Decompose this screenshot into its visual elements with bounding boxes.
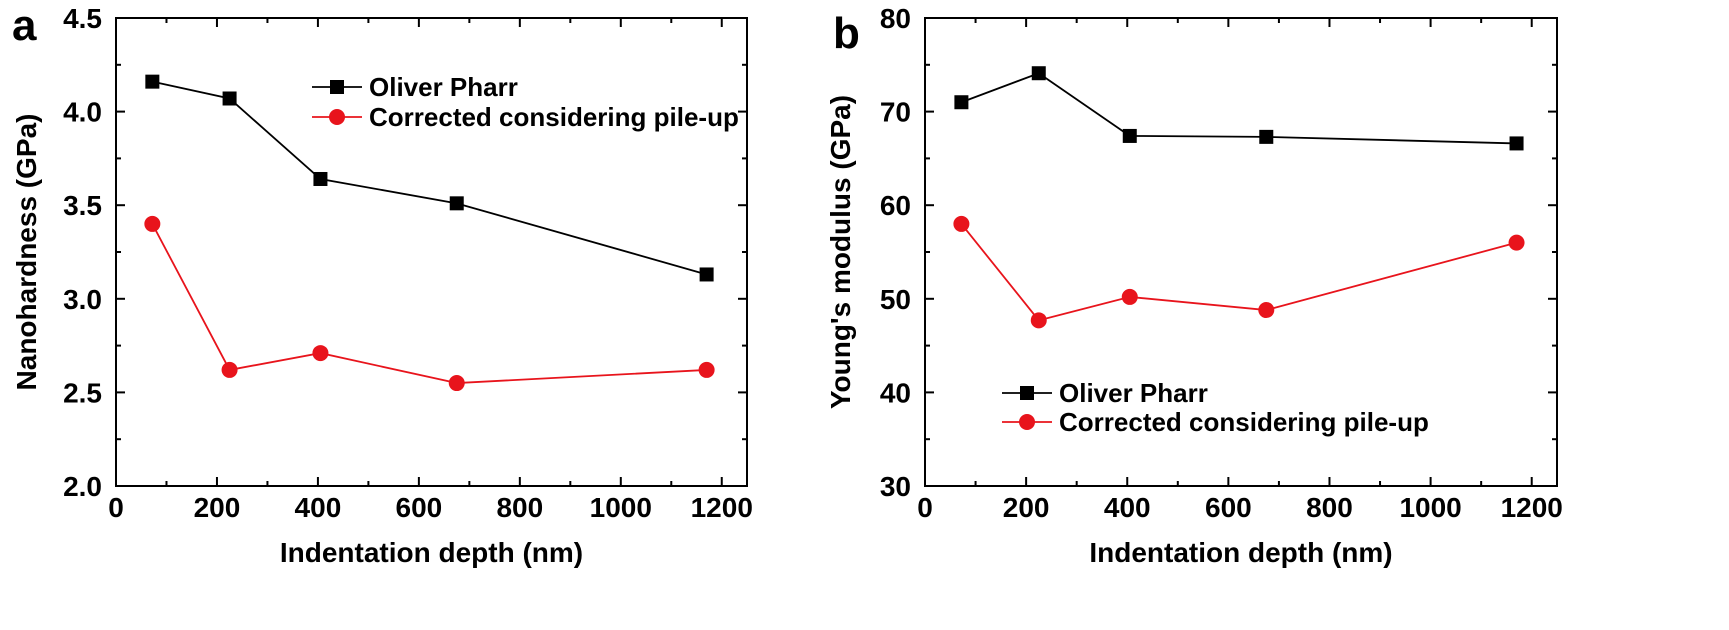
panel-a-panel-label: a	[12, 1, 37, 50]
panel-b-series-oliver-pharr-point	[1122, 128, 1137, 143]
panel-a-y-tick-label: 4.5	[63, 3, 102, 34]
panel-b-y-tick-label: 80	[880, 3, 911, 34]
panel-b-x-tick-label: 0	[917, 492, 933, 523]
panel-a-x-tick-label: 400	[295, 492, 342, 523]
panel-a-series-corrected-line	[151, 223, 707, 384]
panel-a-x-tick-label: 200	[194, 492, 241, 523]
panel-b-series-oliver-pharr-point	[1509, 136, 1524, 151]
panel-b-legend-marker	[1020, 386, 1034, 400]
panel-b-legend-marker	[1019, 414, 1035, 430]
panel-a-x-tick-label: 800	[496, 492, 543, 523]
panel-b-x-tick-label: 200	[1003, 492, 1050, 523]
panel-a-y-tick-label: 3.5	[63, 190, 102, 221]
panel-a-y-tick-label: 2.0	[63, 471, 102, 502]
panel-a-legend-label: Oliver Pharr	[369, 72, 518, 102]
panel-b-series-oliver-pharr-point	[1031, 66, 1046, 81]
panel-a: 0 200 400 600 800 1000 1200 2.0 2.5 3.0 3.5 4.0 4.5 I…	[11, 1, 753, 568]
panel-b-panel-label: b	[833, 9, 860, 58]
panel-a-series-corrected-point	[312, 345, 329, 362]
panel-b-x-tick-label: 800	[1306, 492, 1353, 523]
panel-a-legend-label: Corrected considering pile-up	[369, 102, 739, 132]
panel-a-y-tick-label: 2.5	[63, 377, 102, 408]
panel-b-y-tick-label: 60	[880, 190, 911, 221]
panel-b-series-corrected-point	[1258, 302, 1275, 319]
panel-b-x-tick-label: 1200	[1501, 492, 1563, 523]
panel-a-x-tick-label: 1000	[590, 492, 652, 523]
panel-a-series-corrected-point	[448, 375, 465, 392]
panel-a-series-corrected-point	[144, 215, 161, 232]
panel-b-legend-label: Oliver Pharr	[1059, 378, 1208, 408]
panel-b-y-axis-title: Young's modulus (GPa)	[825, 95, 856, 409]
panel-b-series-corrected-point	[1121, 288, 1138, 305]
panel-a-series-oliver-pharr-point	[313, 171, 328, 186]
panel-b-x-tick-label: 1000	[1399, 492, 1461, 523]
panel-a-legend-marker	[330, 80, 344, 94]
panel-a-series-oliver-pharr-point	[145, 74, 160, 89]
panel-b-y-tick-label: 40	[880, 377, 911, 408]
panel-a-series-oliver-pharr-point	[449, 196, 464, 211]
panel-b-x-tick-label: 600	[1205, 492, 1252, 523]
panel-a-series-corrected-point	[698, 361, 715, 378]
panel-b-legend-label: Corrected considering pile-up	[1059, 407, 1429, 437]
panel-b: 0 200 400 600 800 1000 1200 30 40 50 60 70 80 Indenta…	[825, 3, 1563, 568]
panel-b-series-corrected-line	[960, 223, 1517, 322]
panel-a-x-tick-label: 600	[396, 492, 443, 523]
panel-a-series-oliver-pharr-point	[222, 91, 237, 106]
panel-a-series-corrected-point	[221, 361, 238, 378]
panel-a-series-oliver-pharr-point	[699, 267, 714, 282]
panel-b-series-corrected-point	[953, 215, 970, 232]
panel-b-y-tick-label: 50	[880, 284, 911, 315]
panel-b-series-oliver-pharr-point	[954, 95, 969, 110]
panel-a-x-tick-label: 1200	[691, 492, 753, 523]
panel-b-x-axis-title: Indentation depth (nm)	[1089, 537, 1392, 568]
panel-a-x-tick-label: 0	[108, 492, 124, 523]
panel-a-x-axis-title: Indentation depth (nm)	[280, 537, 583, 568]
panel-a-y-axis-title: Nanohardness (GPa)	[11, 114, 42, 391]
panel-b-x-tick-label: 400	[1104, 492, 1151, 523]
panel-b-y-tick-label: 70	[880, 97, 911, 128]
panel-a-y-tick-label: 4.0	[63, 97, 102, 128]
panel-b-series-oliver-pharr-line	[961, 72, 1517, 145]
panel-b-series-corrected-point	[1030, 312, 1047, 329]
panel-b-series-corrected-point	[1508, 234, 1525, 251]
panel-b-y-tick-label: 30	[880, 471, 911, 502]
panel-a-y-tick-label: 3.0	[63, 284, 102, 315]
panel-b-series-oliver-pharr-point	[1259, 129, 1274, 144]
panel-a-legend-marker	[329, 109, 345, 125]
